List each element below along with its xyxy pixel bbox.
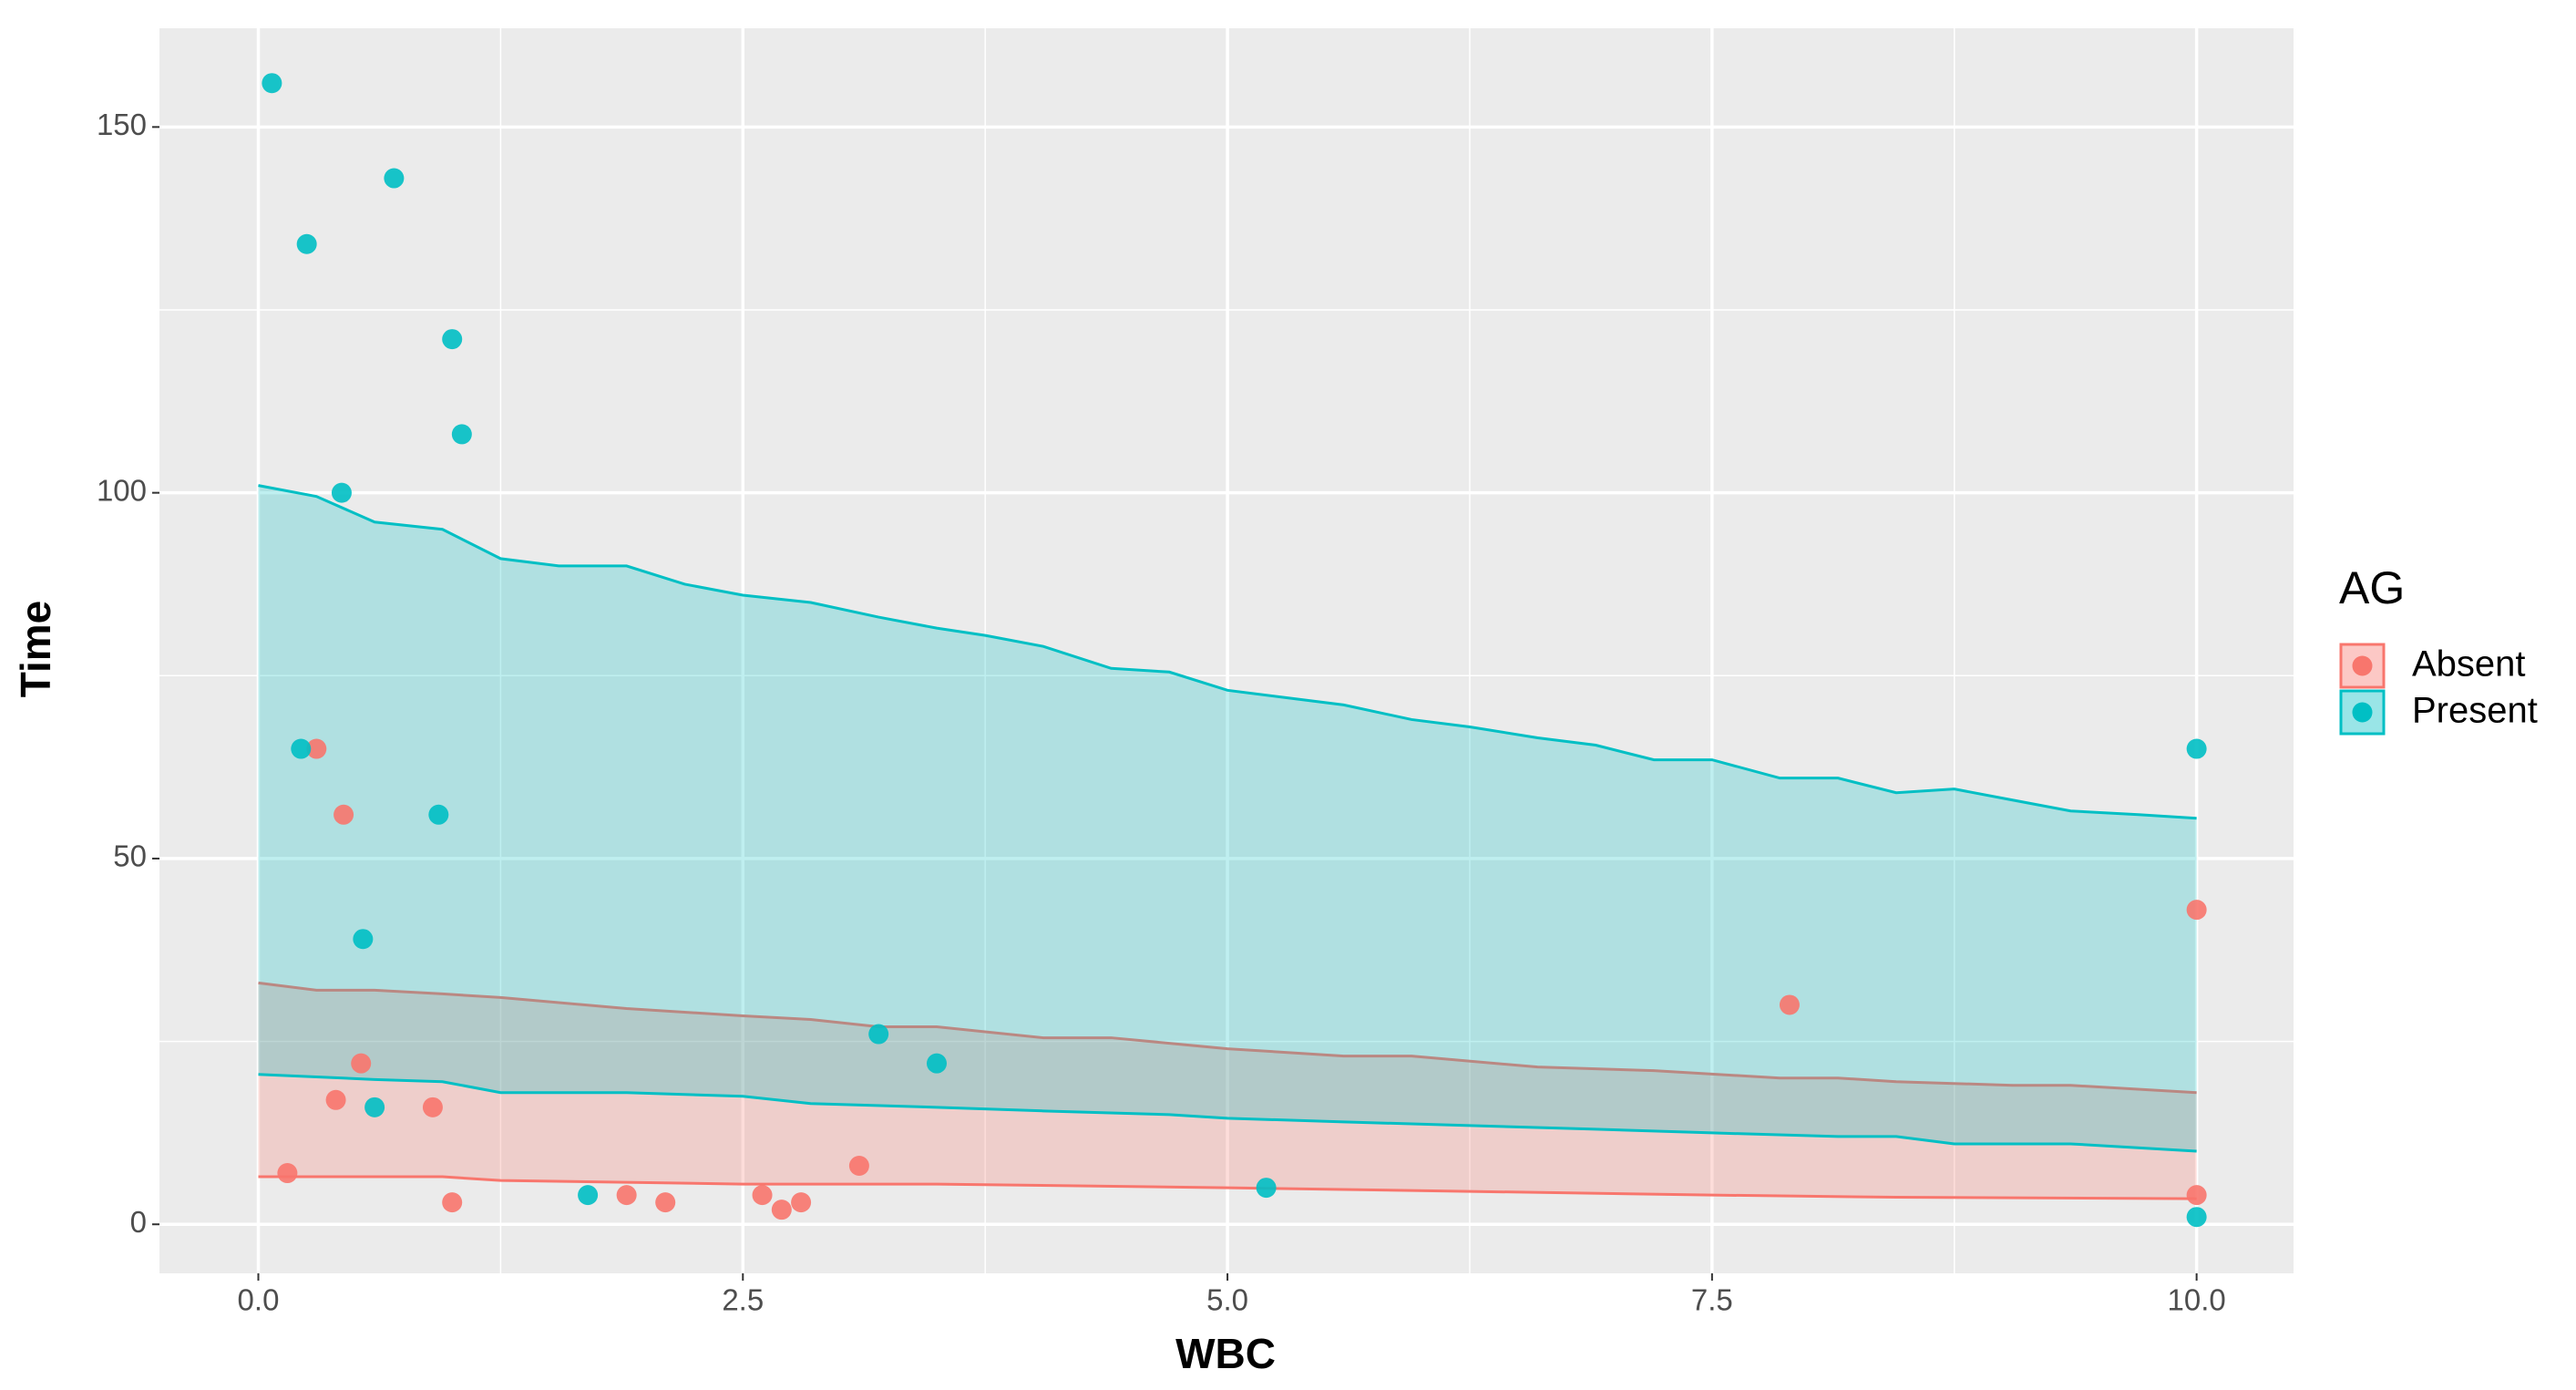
- legend-key-point: [2352, 655, 2373, 676]
- point: [262, 73, 282, 94]
- legend-key-point: [2352, 702, 2373, 723]
- point: [353, 929, 374, 950]
- point: [2186, 738, 2207, 759]
- legend: Absent Present: [2339, 643, 2538, 736]
- ribbon-upper-line: [258, 484, 2197, 820]
- point: [451, 424, 472, 445]
- point: [334, 804, 354, 825]
- y-tick-label: 150: [97, 108, 147, 141]
- x-tick-label: 7.5: [1691, 1283, 1733, 1317]
- point: [306, 738, 327, 759]
- ribbon-upper-line: [258, 981, 2197, 1095]
- point: [422, 1097, 443, 1117]
- point: [442, 329, 463, 350]
- point: [578, 1185, 599, 1206]
- point: [655, 1192, 676, 1213]
- ribbon-lower-line: [258, 1175, 2197, 1200]
- y-tick-label: 100: [97, 473, 147, 507]
- point: [296, 233, 317, 254]
- point: [2186, 1185, 2207, 1206]
- point: [351, 1053, 372, 1074]
- ribbon: [258, 485, 2197, 1151]
- point: [1779, 994, 1800, 1015]
- legend-key: [2339, 643, 2386, 689]
- point: [926, 1053, 947, 1074]
- ribbon-lower-line: [258, 1073, 2197, 1153]
- x-tick-label: 2.5: [722, 1283, 764, 1317]
- point: [277, 1163, 298, 1184]
- y-tick-label: 50: [113, 839, 147, 873]
- point: [291, 738, 312, 759]
- point: [1256, 1178, 1277, 1199]
- x-axis-title: WBC: [1175, 1330, 1276, 1377]
- point: [364, 1097, 385, 1117]
- ribbon: [258, 983, 2197, 1200]
- legend-label: Absent: [2412, 644, 2526, 685]
- plot-area: [258, 73, 2207, 1228]
- grid: [159, 28, 2294, 1273]
- point: [868, 1024, 889, 1045]
- y-tick-label: 0: [130, 1205, 147, 1239]
- point: [616, 1185, 637, 1206]
- legend-label: Present: [2412, 691, 2538, 731]
- point: [848, 1156, 869, 1177]
- point: [791, 1192, 812, 1213]
- point: [752, 1185, 773, 1206]
- point: [325, 1089, 346, 1110]
- point: [2186, 1207, 2207, 1228]
- x-tick-label: 10.0: [2168, 1283, 2226, 1317]
- legend-title: AG: [2339, 562, 2405, 613]
- x-tick-label: 0.0: [238, 1283, 280, 1317]
- point: [2186, 900, 2207, 921]
- x-tick-label: 5.0: [1206, 1283, 1248, 1317]
- point: [384, 168, 405, 189]
- point: [331, 482, 352, 503]
- point: [442, 1192, 463, 1213]
- point: [771, 1200, 792, 1220]
- point: [428, 804, 449, 825]
- y-axis-title: Time: [12, 601, 59, 698]
